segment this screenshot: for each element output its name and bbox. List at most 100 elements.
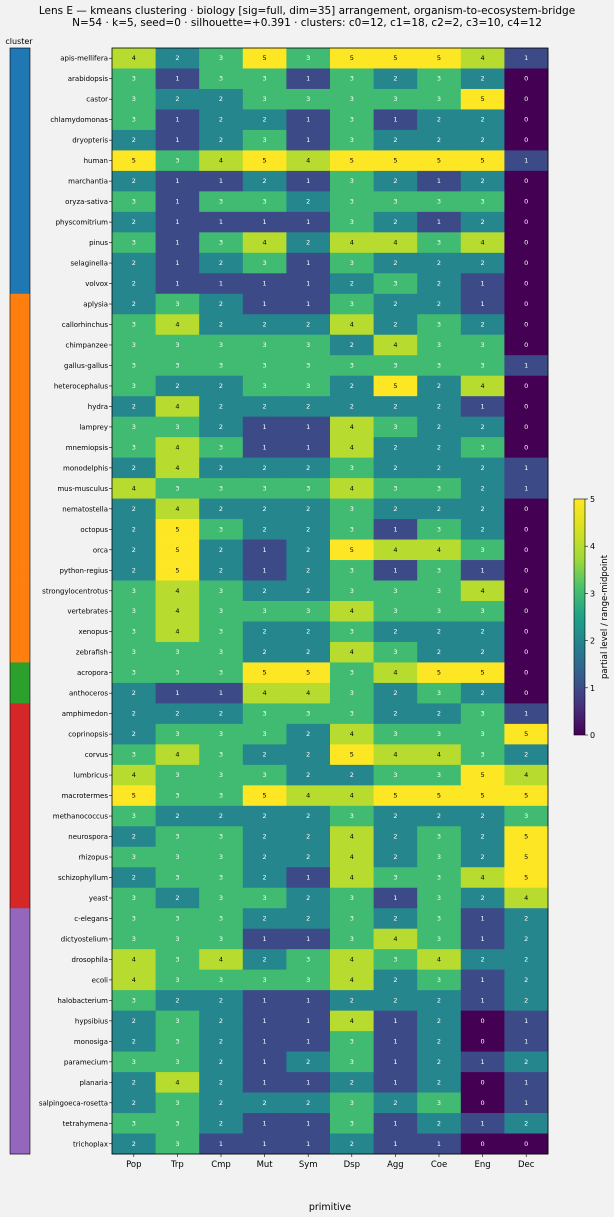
cell-value-label: 3 [350, 300, 354, 308]
heatmap-cell [199, 539, 244, 561]
heatmap-cell [112, 662, 156, 684]
cell-value-label: 4 [175, 1078, 179, 1086]
cell-value-label: 1 [306, 136, 310, 144]
cell-value-label: 2 [481, 423, 485, 431]
cell-value-label: 0 [481, 1078, 485, 1086]
heatmap-cell [330, 355, 374, 377]
cell-value-label: 2 [219, 382, 223, 390]
cell-value-label: 3 [350, 689, 354, 697]
cell-value-label: 3 [350, 525, 354, 533]
cell-value-label: 2 [481, 648, 485, 656]
cell-value-label: 3 [175, 1140, 179, 1148]
heatmap-cell [330, 375, 374, 397]
heatmap-cell [504, 211, 549, 233]
cell-value-label: 3 [175, 1099, 179, 1107]
heatmap-cell [504, 887, 549, 909]
cell-value-label: 4 [219, 157, 223, 165]
cell-value-label: 3 [132, 382, 136, 390]
cell-value-label: 2 [437, 648, 441, 656]
cell-value-label: 2 [306, 566, 310, 574]
row-label: dictyostelium [61, 935, 108, 943]
cell-value-label: 0 [524, 239, 528, 247]
cell-value-label: 4 [481, 587, 485, 595]
heatmap-cell [286, 990, 331, 1012]
cell-value-label: 3 [175, 771, 179, 779]
heatmap-cell [155, 150, 200, 172]
heatmap-cell [242, 396, 287, 418]
cell-value-label: 1 [306, 1078, 310, 1086]
row-label: chlamydomonas [50, 116, 108, 124]
cluster-strip-segment [10, 969, 30, 991]
heatmap-cell [199, 867, 244, 889]
heatmap-cell [460, 150, 505, 172]
cell-value-label: 0 [524, 423, 528, 431]
heatmap-cell [504, 846, 549, 868]
cell-value-label: 4 [175, 464, 179, 472]
cell-value-label: 2 [306, 853, 310, 861]
heatmap-cell [199, 1031, 244, 1052]
cell-value-label: 5 [175, 525, 179, 533]
heatmap-cell [242, 1133, 287, 1155]
cell-value-label: 2 [393, 75, 397, 83]
heatmap-cell [112, 601, 156, 622]
cell-value-label: 2 [350, 382, 354, 390]
heatmap-cell [504, 1113, 549, 1134]
cluster-strip-segment [10, 785, 30, 807]
heatmap-cell [242, 928, 287, 950]
heatmap-cell [242, 1031, 287, 1052]
cell-value-label: 2 [132, 136, 136, 144]
heatmap-cell [112, 703, 156, 725]
heatmap-cell [373, 1072, 418, 1093]
cell-value-label: 5 [437, 792, 441, 800]
heatmap-cell [155, 621, 200, 643]
heatmap-cell [460, 109, 505, 131]
cell-value-label: 3 [437, 75, 441, 83]
cluster-strip-segment [10, 580, 30, 602]
heatmap-cell [242, 232, 287, 254]
heatmap-cell [286, 723, 331, 745]
cell-value-label: 4 [393, 546, 397, 554]
cell-value-label: 5 [524, 874, 528, 882]
cell-value-label: 2 [306, 464, 310, 472]
heatmap-cell [199, 846, 244, 868]
heatmap-cell [417, 1092, 462, 1114]
cell-value-label: 1 [306, 935, 310, 943]
cell-value-label: 1 [481, 402, 485, 410]
heatmap-cell [417, 928, 462, 950]
cell-value-label: 1 [481, 300, 485, 308]
cluster-strip-segment [10, 416, 30, 438]
cell-value-label: 3 [175, 669, 179, 677]
heatmap-cell [330, 314, 374, 336]
cell-value-label: 1 [393, 1017, 397, 1025]
column-label: Agg [387, 1160, 404, 1170]
heatmap-cell [242, 805, 287, 827]
cell-value-label: 2 [219, 402, 223, 410]
colorbar-tick-label: 3 [590, 589, 595, 598]
cell-value-label: 2 [350, 402, 354, 410]
heatmap-cell [155, 560, 200, 581]
cell-value-label: 2 [132, 259, 136, 267]
cell-value-label: 3 [219, 341, 223, 349]
cell-value-label: 1 [219, 280, 223, 288]
heatmap-cell [373, 355, 418, 377]
heatmap-cell [504, 601, 549, 622]
row-label: apis-mellifera [60, 55, 108, 63]
heatmap-cell [112, 560, 156, 581]
column-label: Coe [431, 1160, 447, 1170]
cell-value-label: 2 [437, 812, 441, 820]
heatmap-cell [199, 273, 244, 295]
cell-value-label: 2 [306, 771, 310, 779]
heatmap-cell [242, 826, 287, 848]
heatmap-cell [199, 826, 244, 848]
heatmap-cell [242, 1092, 287, 1114]
cell-value-label: 4 [175, 607, 179, 615]
row-labels: apis-mellifera arabidopsis castor chlamydom… [39, 55, 112, 1148]
heatmap-cell [286, 846, 331, 868]
heatmap-cell [373, 273, 418, 295]
cell-value-label: 2 [437, 280, 441, 288]
heatmap-cell [199, 703, 244, 725]
cell-value-label: 1 [175, 218, 179, 226]
cell-value-label: 2 [263, 914, 267, 922]
heatmap-cell [112, 539, 156, 561]
cluster-strip-segment [10, 764, 30, 786]
